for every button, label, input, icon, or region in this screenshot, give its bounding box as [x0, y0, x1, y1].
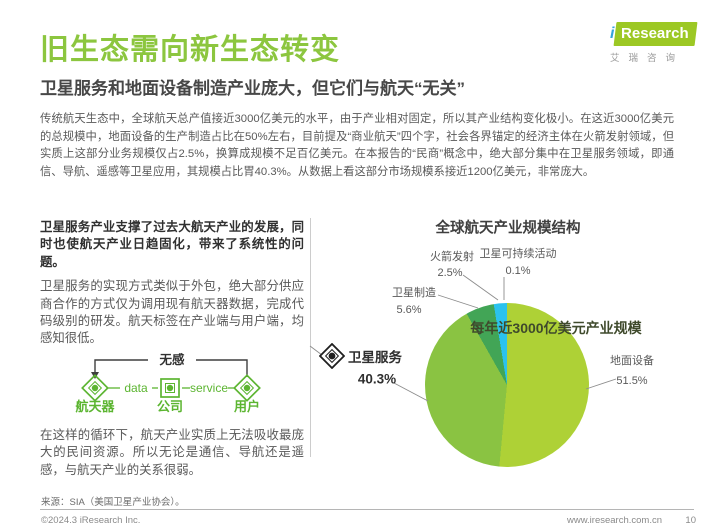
- iresearch-i-icon: i: [610, 25, 615, 42]
- page-title: 旧生态需向新生态转变: [40, 34, 341, 66]
- label-rocket-launch: 火箭发射: [430, 251, 474, 263]
- node-label-company: 公司: [157, 399, 183, 413]
- intro-paragraph: 传统航天生态中，全球航天总产值接近3000亿美元的水平，由于产业相对固定，所以其…: [40, 113, 674, 178]
- node-label-user: 用户: [233, 399, 260, 413]
- footer-page-number: 10: [685, 515, 696, 526]
- footer-copyright: ©2024.3 iResearch Inc.: [41, 515, 141, 526]
- value-satellite-manufacturing: 5.6%: [396, 304, 422, 316]
- edge-label-data: data: [124, 381, 148, 395]
- page-subtitle: 卫星服务和地面设备制造产业庞大，但它们与航天“无关”: [40, 79, 465, 98]
- node-label-spacecraft: 航天器: [75, 399, 115, 413]
- satellite-services-diamond-icon: [319, 343, 345, 369]
- value-satellite-sustainability: 0.1%: [505, 265, 531, 277]
- no-feel-label: 无感: [158, 352, 185, 367]
- pie-chart: [425, 303, 589, 467]
- label-ground-equipment: 地面设备: [610, 355, 654, 367]
- spacecraft-icon: [81, 373, 109, 402]
- left-panel: 卫星服务产业支撑了过去大航天产业的发展，同时也使航天产业日趋固化，带来了系统性的…: [40, 219, 304, 479]
- footer-site-url: www.iresearch.com.cn: [566, 515, 662, 526]
- label-satellite-services: 卫星服务: [348, 350, 402, 365]
- chart-title: 全球航天产业规模结构: [435, 220, 581, 237]
- user-icon: [233, 373, 261, 402]
- iresearch-cn-name: 艾瑞咨询: [610, 53, 685, 64]
- source-note: 来源：SIA（美国卫星产业协会）。: [41, 497, 185, 508]
- footer-divider: [40, 509, 694, 510]
- pie-center-note: 每年近3000亿美元产业规模: [470, 320, 642, 336]
- lead-paragraph: 卫星服务产业支撑了过去大航天产业的发展，同时也使航天产业日趋固化，带来了系统性的…: [40, 220, 304, 269]
- column-divider: [310, 218, 311, 457]
- edge-label-service: service: [190, 381, 228, 395]
- label-satellite-sustainability: 卫星可持续活动: [479, 248, 557, 260]
- value-rocket-launch: 2.5%: [437, 267, 463, 279]
- brand-logo: i Research 艾瑞咨询: [610, 22, 698, 64]
- body-paragraph-2: 在这样的循环下，航天产业实质上无法吸收最庞大的民间资源。所以无论是通信、导航还是…: [40, 427, 304, 477]
- company-icon: [160, 377, 180, 398]
- value-ground-equipment: 51.5%: [616, 375, 648, 387]
- body-paragraph-1: 卫星服务的实现方式类似于外包，绝大部分供应商合作的方式仅为调用现有航天器数据，完…: [40, 279, 304, 346]
- label-satellite-manufacturing: 卫星制造: [392, 287, 436, 299]
- iresearch-wordmark: Research: [613, 22, 698, 46]
- flow-diagram: 无感 data service: [75, 352, 261, 413]
- value-satellite-services: 40.3%: [357, 371, 397, 387]
- bracket-line: [94, 359, 248, 377]
